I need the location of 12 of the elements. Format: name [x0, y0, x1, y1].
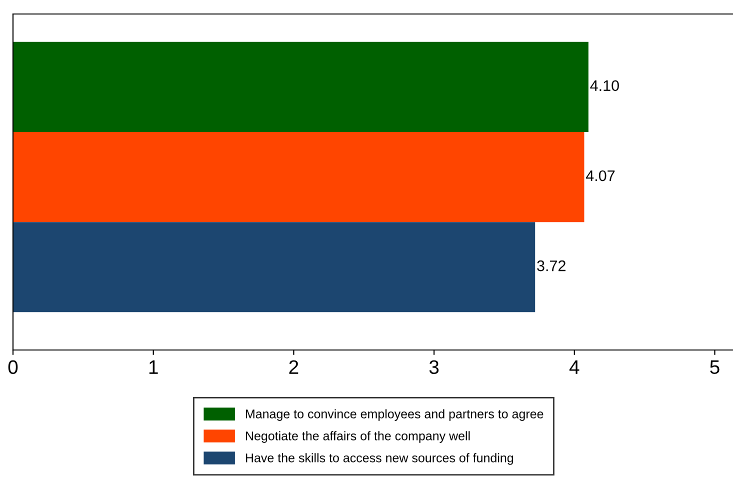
x-tick-label: 0 [8, 360, 18, 374]
legend-label: Have the skills to access new sources of funding [246, 453, 514, 465]
text: 3.72 [537, 260, 566, 272]
x-tick-label: 1 [149, 360, 158, 374]
legend-label: Negotiate the affairs of the company well [246, 431, 470, 443]
text: 4.10 [590, 80, 619, 92]
x-tick-label: 3 [429, 360, 439, 374]
legend-label: Manage to convince employees and partners to agree [246, 409, 544, 421]
x-tick-label: 5 [710, 360, 720, 374]
x-tick-label: 2 [289, 360, 298, 374]
text: 4.07 [586, 170, 615, 182]
x-tick-label: 4 [569, 360, 580, 374]
